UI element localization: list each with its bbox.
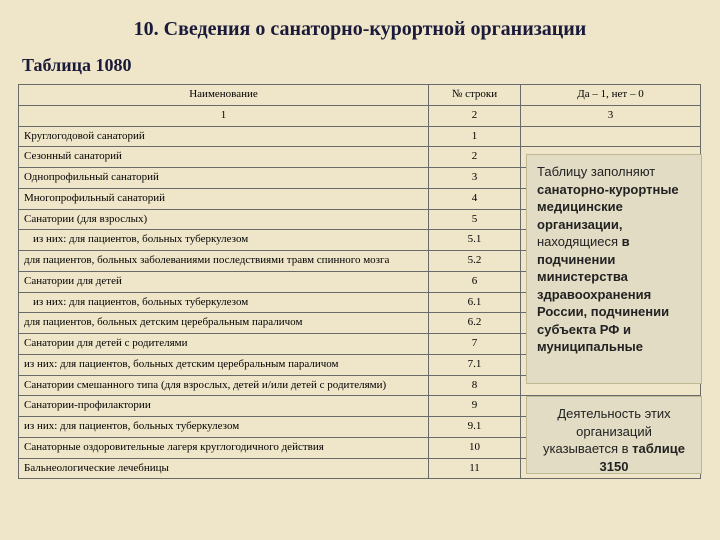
page: 10. Сведения о санаторно-курортной орган… xyxy=(0,0,720,540)
cell-name: Однопрофильный санаторий xyxy=(19,168,429,189)
cell-line: 5 xyxy=(429,209,521,230)
cell-line: 11 xyxy=(429,458,521,479)
cell-line: 7 xyxy=(429,334,521,355)
subheader-val: 3 xyxy=(521,105,701,126)
callout-fill-instructions: Таблицу заполняют санаторно-курортные ме… xyxy=(526,154,702,384)
cell-name: Многопрофильный санаторий xyxy=(19,188,429,209)
cell-name: Санатории (для взрослых) xyxy=(19,209,429,230)
cell-line: 6.2 xyxy=(429,313,521,334)
cell-name: Санатории для детей с родителями xyxy=(19,334,429,355)
cell-line: 10 xyxy=(429,437,521,458)
cell-line: 2 xyxy=(429,147,521,168)
cell-line: 7.1 xyxy=(429,354,521,375)
header-val: Да – 1, нет – 0 xyxy=(521,85,701,106)
cell-line: 8 xyxy=(429,375,521,396)
cell-line: 5.2 xyxy=(429,251,521,272)
header-name: Наименование xyxy=(19,85,429,106)
callout-activity-ref: Деятельность этих организаций указываетс… xyxy=(526,396,702,474)
cell-line: 1 xyxy=(429,126,521,147)
cell-line: 6 xyxy=(429,271,521,292)
cell-line: 3 xyxy=(429,168,521,189)
cell-value xyxy=(521,126,701,147)
cell-line: 4 xyxy=(429,188,521,209)
subheader-name: 1 xyxy=(19,105,429,126)
cell-name: из них: для пациентов, больных туберкуле… xyxy=(19,230,429,251)
cell-name: Бальнеологические лечебницы xyxy=(19,458,429,479)
cell-line: 6.1 xyxy=(429,292,521,313)
table-row: Круглогодовой санаторий1 xyxy=(19,126,701,147)
cell-name: Санаторные оздоровительные лагеря кругло… xyxy=(19,437,429,458)
table-number: Таблица 1080 xyxy=(22,55,702,76)
subheader-line: 2 xyxy=(429,105,521,126)
cell-name: из них: для пациентов, больных туберкуле… xyxy=(19,292,429,313)
cell-name: из них: для пациентов, больных детским ц… xyxy=(19,354,429,375)
cell-line: 9 xyxy=(429,396,521,417)
table-subheader-row: 1 2 3 xyxy=(19,105,701,126)
cell-name: Санатории-профилактории xyxy=(19,396,429,417)
header-line: № строки xyxy=(429,85,521,106)
cell-name: Санатории для детей xyxy=(19,271,429,292)
cell-line: 9.1 xyxy=(429,417,521,438)
cell-name: Круглогодовой санаторий xyxy=(19,126,429,147)
cell-name: из них: для пациентов, больных туберкуле… xyxy=(19,417,429,438)
cell-name: Сезонный санаторий xyxy=(19,147,429,168)
cell-name: для пациентов, больных детским церебраль… xyxy=(19,313,429,334)
cell-name: Санатории смешанного типа (для взрослых,… xyxy=(19,375,429,396)
cell-line: 5.1 xyxy=(429,230,521,251)
table-header-row: Наименование № строки Да – 1, нет – 0 xyxy=(19,85,701,106)
cell-name: для пациентов, больных заболеваниями пос… xyxy=(19,251,429,272)
page-title: 10. Сведения о санаторно-курортной орган… xyxy=(18,18,702,41)
